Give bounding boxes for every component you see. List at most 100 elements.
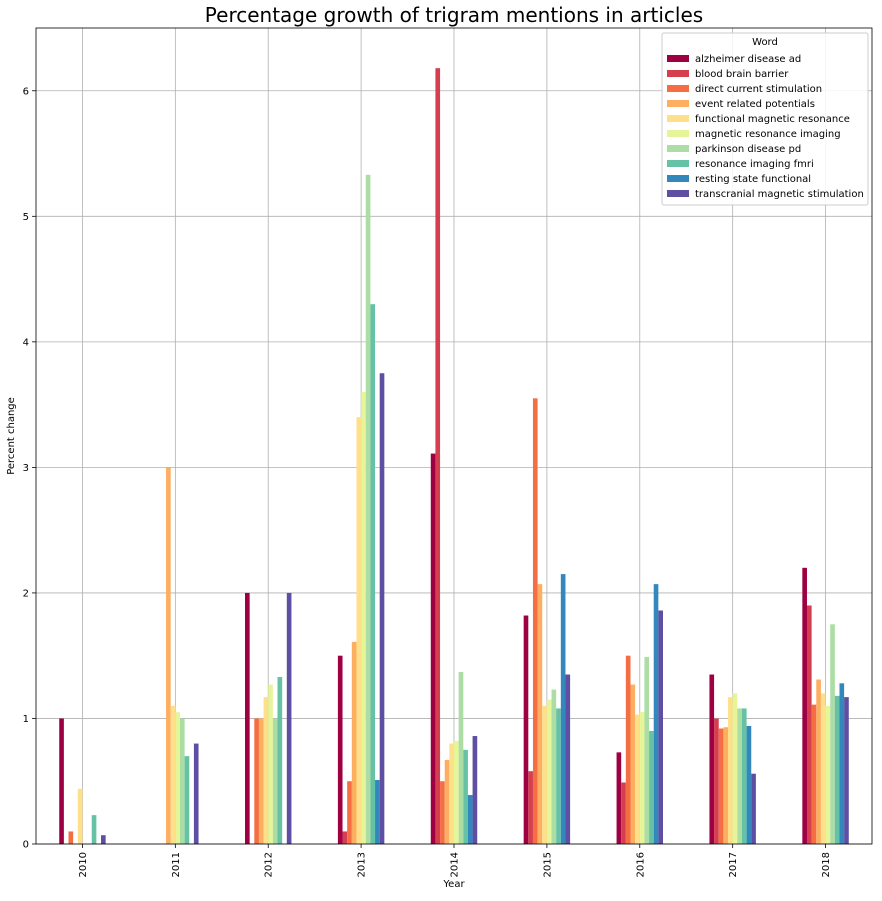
- x-tick-label: 2016: [635, 852, 646, 877]
- legend-swatch: [667, 145, 689, 152]
- bar-event-related-potentials-2018: [816, 679, 821, 844]
- bar-transcranial-magnetic-stimulation-2014: [472, 736, 478, 844]
- bar-transcranial-magnetic-stimulation-2016: [658, 610, 663, 844]
- y-tick-label: 2: [23, 588, 29, 599]
- bar-resonance-imaging-fmri-2017: [741, 708, 747, 844]
- bar-magnetic-resonance-imaging-2017: [732, 693, 738, 844]
- bar-resonance-imaging-fmri-2016: [649, 731, 654, 844]
- legend-label: resonance imaging fmri: [695, 159, 814, 170]
- legend-label: magnetic resonance imaging: [695, 129, 841, 140]
- x-tick-label: 2012: [264, 852, 275, 877]
- bar-resonance-imaging-fmri-2012: [277, 677, 283, 844]
- bar-resting-state-functional-2015: [560, 574, 566, 844]
- bar-alzheimer-disease-ad-2014: [430, 453, 436, 844]
- legend-swatch: [667, 55, 689, 62]
- bar-magnetic-resonance-imaging-2016: [639, 712, 645, 844]
- legend-box: [661, 32, 869, 206]
- bar-blood-brain-barrier-2017: [714, 718, 719, 844]
- bar-magnetic-resonance-imaging-2014: [454, 741, 459, 844]
- bar-blood-brain-barrier-2016: [621, 782, 626, 844]
- legend-title: Word: [752, 37, 778, 48]
- bar-parkinson-disease-pd-2017: [737, 708, 742, 844]
- legend-label: functional magnetic resonance: [695, 114, 850, 125]
- legend-swatch: [667, 70, 689, 77]
- bar-event-related-potentials-2017: [723, 727, 729, 844]
- bar-resting-state-functional-2018: [839, 683, 845, 844]
- bar-alzheimer-disease-ad-2018: [802, 567, 807, 844]
- x-tick-label: 2011: [171, 852, 182, 877]
- legend-swatch: [667, 190, 689, 197]
- bar-resonance-imaging-fmri-2018: [834, 695, 840, 844]
- bar-functional-magnetic-resonance-2010: [77, 788, 83, 844]
- legend-swatch: [667, 160, 689, 167]
- bar-resonance-imaging-fmri-2014: [463, 749, 468, 844]
- bar-parkinson-disease-pd-2012: [272, 718, 278, 844]
- bar-functional-magnetic-resonance-2015: [542, 705, 547, 844]
- y-axis-label: Percent change: [6, 397, 17, 475]
- legend-swatch: [667, 130, 689, 137]
- bar-event-related-potentials-2013: [351, 641, 357, 844]
- bar-parkinson-disease-pd-2013: [365, 174, 371, 844]
- x-tick-label: 2013: [357, 852, 368, 877]
- bar-alzheimer-disease-ad-2013: [337, 655, 343, 844]
- bar-resonance-imaging-fmri-2010: [91, 815, 97, 844]
- x-tick-label: 2018: [821, 852, 832, 877]
- legend-label: transcranial magnetic stimulation: [695, 189, 864, 200]
- bar-magnetic-resonance-imaging-2013: [361, 392, 366, 844]
- bar-transcranial-magnetic-stimulation-2013: [379, 373, 385, 844]
- bar-event-related-potentials-2011: [166, 467, 171, 844]
- legend-swatch: [667, 85, 689, 92]
- legend-label: blood brain barrier: [695, 69, 789, 80]
- bar-parkinson-disease-pd-2016: [644, 656, 650, 844]
- legend-label: event related potentials: [695, 99, 815, 110]
- bar-magnetic-resonance-imaging-2018: [825, 705, 831, 844]
- bar-transcranial-magnetic-stimulation-2010: [101, 835, 106, 844]
- y-tick-label: 5: [23, 212, 29, 223]
- bar-magnetic-resonance-imaging-2011: [175, 712, 180, 844]
- bar-resonance-imaging-fmri-2013: [370, 304, 376, 845]
- bar-direct-current-stimulation-2015: [532, 398, 538, 844]
- ticks: 0 1 2 3 4 5 6 2010 2011 2012 2013 2014 2015 2016 2017 2…: [23, 86, 832, 877]
- bar-transcranial-magnetic-stimulation-2012: [286, 592, 292, 844]
- bar-parkinson-disease-pd-2014: [458, 672, 464, 844]
- x-tick-label: 2015: [542, 852, 553, 877]
- y-tick-label: 1: [23, 714, 29, 725]
- bar-event-related-potentials-2014: [444, 759, 450, 844]
- legend-swatch: [667, 115, 689, 122]
- legend-label: direct current stimulation: [695, 84, 822, 95]
- bar-direct-current-stimulation-2013: [347, 781, 352, 844]
- legend-label: alzheimer disease ad: [695, 54, 801, 65]
- bar-magnetic-resonance-imaging-2012: [268, 684, 273, 844]
- bar-functional-magnetic-resonance-2016: [635, 714, 640, 844]
- bar-direct-current-stimulation-2018: [811, 704, 817, 844]
- bar-functional-magnetic-resonance-2013: [356, 417, 362, 844]
- bar-magnetic-resonance-imaging-2015: [546, 699, 552, 844]
- bar-blood-brain-barrier-2015: [528, 771, 533, 844]
- bar-transcranial-magnetic-stimulation-2011: [193, 743, 199, 844]
- bar-blood-brain-barrier-2013: [342, 831, 348, 844]
- bar-alzheimer-disease-ad-2012: [245, 592, 250, 844]
- bar-functional-magnetic-resonance-2011: [170, 705, 176, 844]
- bar-parkinson-disease-pd-2018: [830, 624, 835, 844]
- bar-resting-state-functional-2017: [746, 725, 752, 844]
- x-tick-label: 2017: [728, 852, 739, 877]
- bar-parkinson-disease-pd-2015: [551, 689, 557, 844]
- bar-direct-current-stimulation-2017: [718, 728, 724, 844]
- legend-items: alzheimer disease ad blood brain barrier d…: [667, 54, 864, 200]
- bar-transcranial-magnetic-stimulation-2017: [751, 773, 756, 844]
- bar-resting-state-functional-2016: [653, 584, 659, 844]
- y-tick-label: 4: [23, 337, 29, 348]
- chart-title: Percentage growth of trigram mentions in…: [205, 3, 703, 27]
- legend-label: resting state functional: [695, 174, 811, 185]
- bar-alzheimer-disease-ad-2010: [59, 718, 64, 844]
- legend: Word alzheimer disease ad blood brain bar…: [661, 32, 869, 206]
- x-tick-label: 2010: [78, 852, 89, 877]
- legend-label: parkinson disease pd: [695, 144, 801, 155]
- bar-direct-current-stimulation-2012: [254, 718, 259, 844]
- bar-resting-state-functional-2014: [467, 795, 473, 844]
- y-tick-label: 3: [23, 463, 29, 474]
- bar-alzheimer-disease-ad-2017: [709, 674, 715, 844]
- bar-event-related-potentials-2012: [258, 718, 264, 844]
